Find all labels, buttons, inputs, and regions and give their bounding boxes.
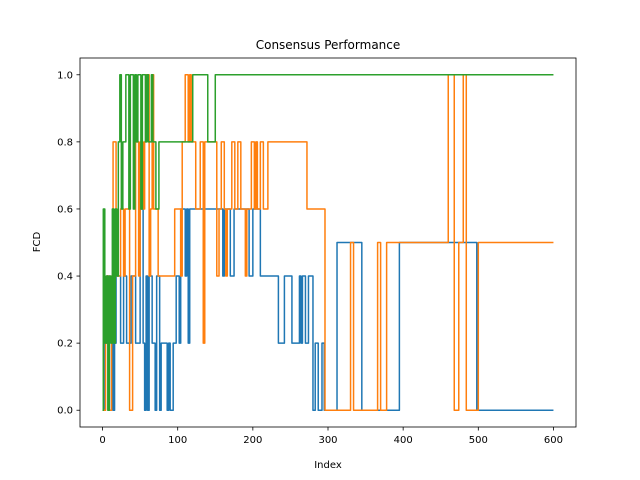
y-tick-label: 0.0 (57, 406, 73, 417)
y-axis: 0.0 0.2 0.4 0.6 0.8 1.0 (57, 70, 80, 417)
chart-title: Consensus Performance (256, 38, 401, 52)
series-line-3 (102, 74, 554, 411)
y-axis-label: FCD (32, 231, 43, 252)
x-tick-label: 600 (544, 435, 563, 446)
x-axis: 0 100 200 300 400 500 600 (99, 427, 563, 446)
y-tick-label: 0.2 (57, 339, 73, 350)
x-axis-label: Index (314, 460, 342, 471)
x-tick-label: 0 (99, 435, 105, 446)
y-tick-label: 0.8 (57, 137, 73, 148)
y-tick-label: 0.6 (57, 204, 73, 215)
x-tick-label: 500 (469, 435, 488, 446)
x-tick-label: 400 (394, 435, 413, 446)
series-line-1 (102, 208, 554, 411)
x-tick-label: 300 (318, 435, 337, 446)
y-tick-label: 1.0 (57, 70, 73, 81)
series-layer (102, 74, 554, 411)
series-line-2 (102, 74, 554, 411)
y-tick-label: 0.4 (57, 272, 73, 283)
x-tick-label: 200 (243, 435, 262, 446)
x-tick-label: 100 (168, 435, 187, 446)
